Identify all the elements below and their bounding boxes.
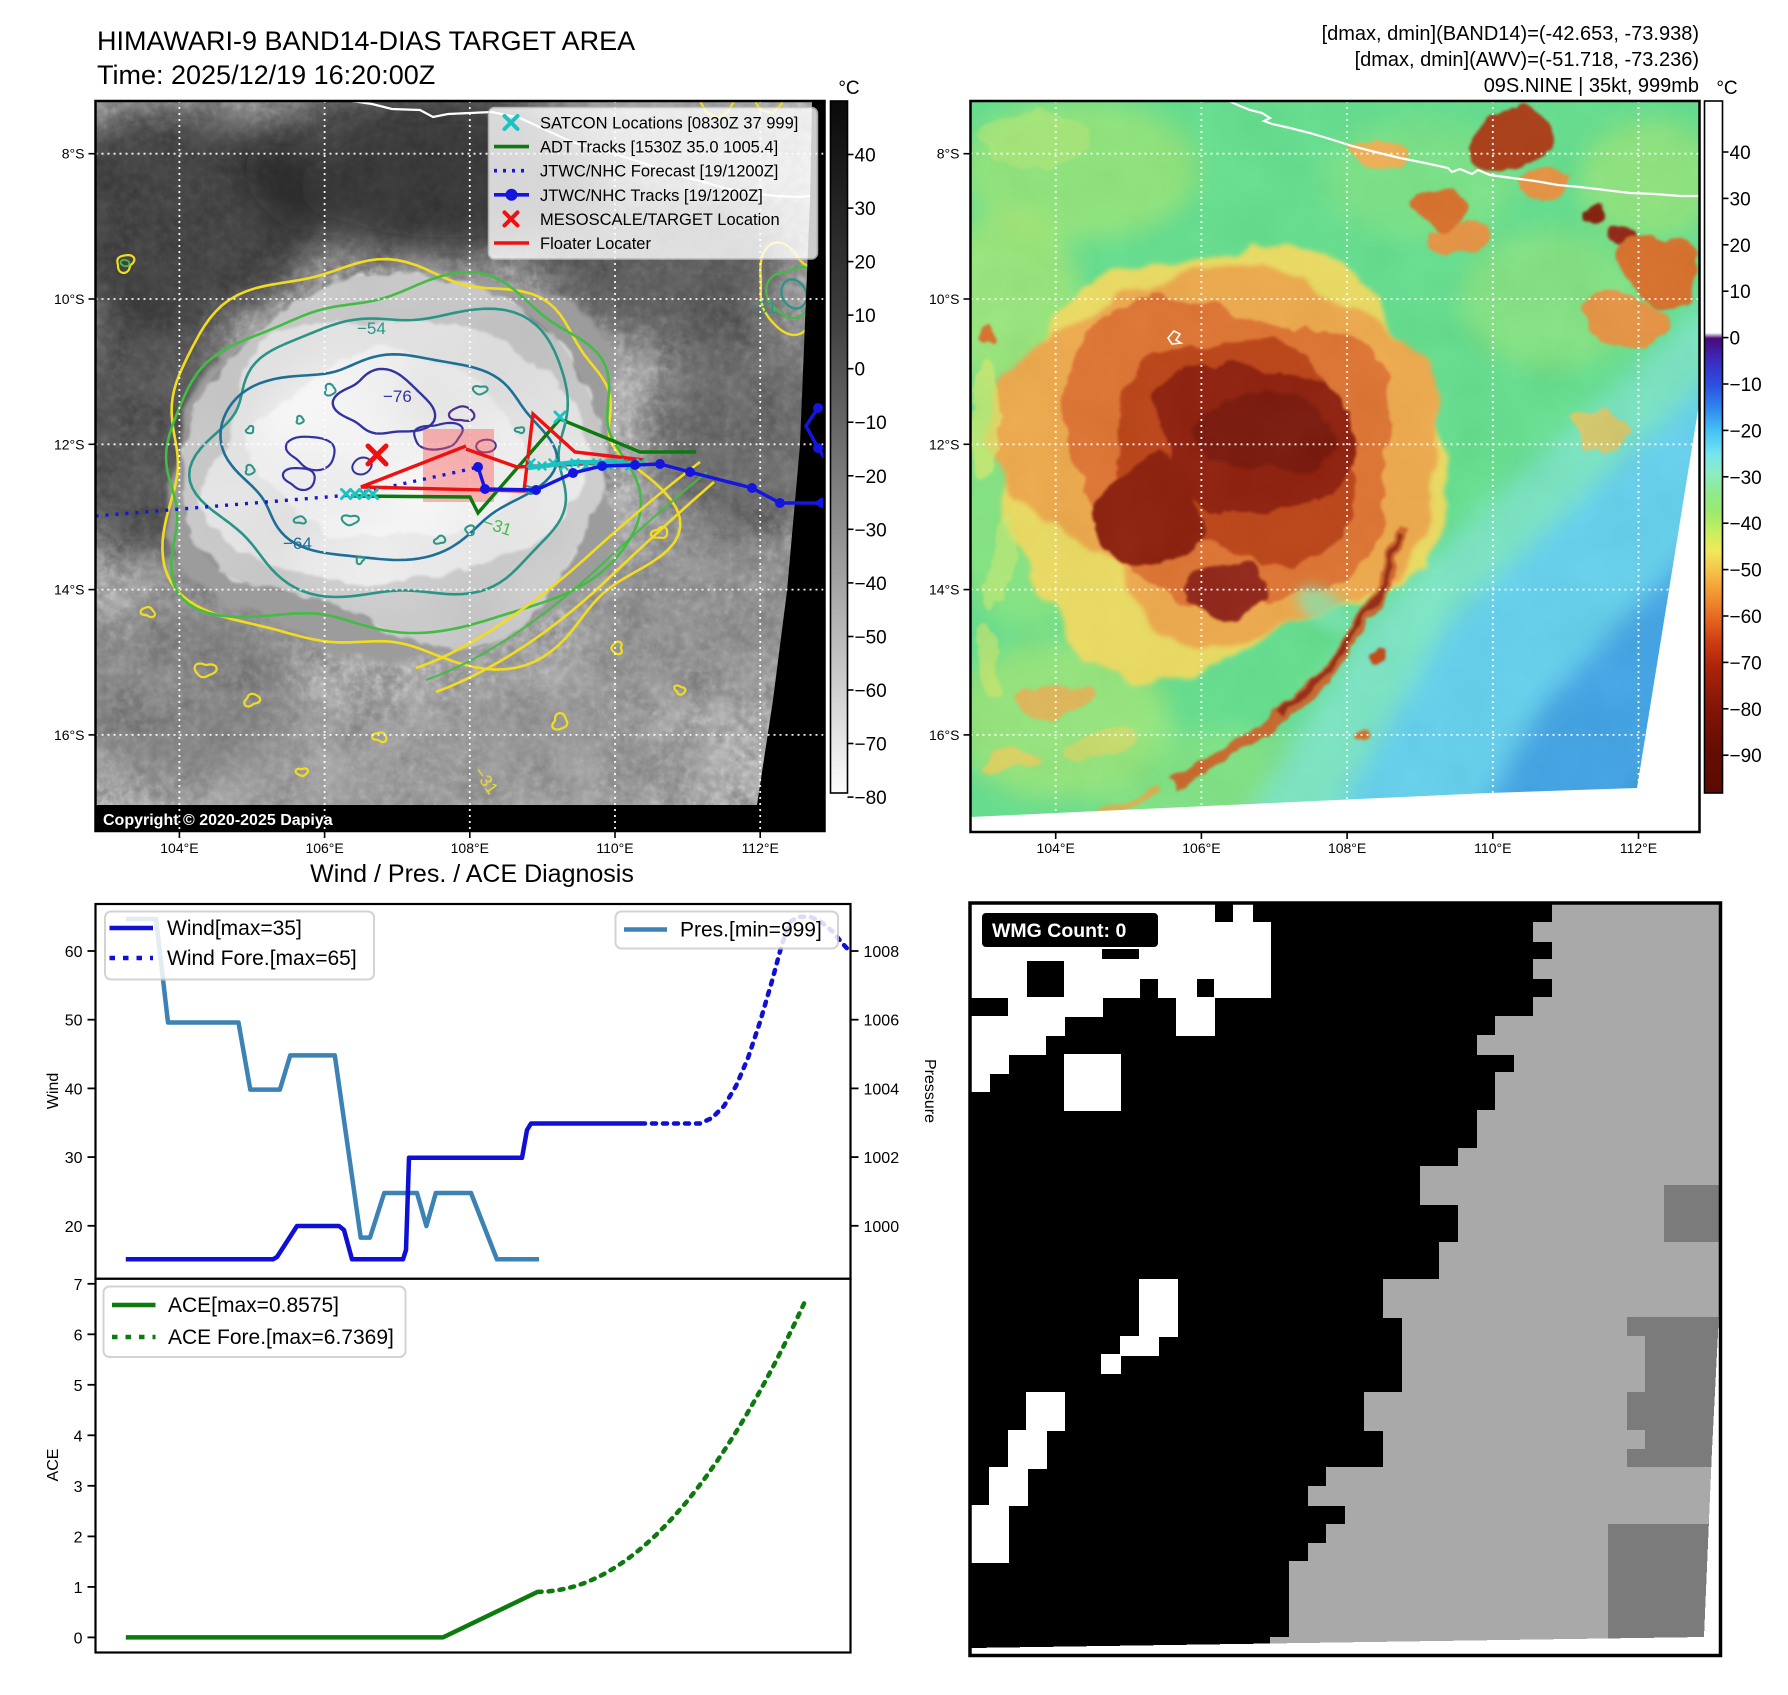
- svg-text:106°E: 106°E: [305, 840, 343, 856]
- svg-text:−70: −70: [1730, 653, 1762, 674]
- svg-text:20: 20: [65, 1219, 83, 1236]
- svg-text:1: 1: [74, 1580, 83, 1597]
- svg-text:60: 60: [65, 944, 83, 961]
- svg-text:ACE: ACE: [45, 1449, 62, 1482]
- svg-text:−10: −10: [855, 413, 887, 434]
- svg-text:Copyright © 2020-2025 Dapiya: Copyright © 2020-2025 Dapiya: [103, 812, 333, 829]
- svg-text:1008: 1008: [864, 944, 900, 961]
- svg-text:1002: 1002: [864, 1150, 900, 1167]
- svg-text:JTWC/NHC Tracks [19/1200Z]: JTWC/NHC Tracks [19/1200Z]: [540, 187, 763, 205]
- svg-text:[dmax, dmin](BAND14)=(-42.653,: [dmax, dmin](BAND14)=(-42.653, -73.938): [1322, 23, 1699, 45]
- svg-text:Wind[max=35]: Wind[max=35]: [167, 917, 302, 940]
- svg-text:108°E: 108°E: [451, 840, 489, 856]
- svg-text:SATCON Locations [0830Z 37 999: SATCON Locations [0830Z 37 999]: [540, 115, 798, 133]
- svg-text:−30: −30: [855, 520, 887, 541]
- svg-text:−60: −60: [1730, 607, 1762, 628]
- svg-text:30: 30: [855, 199, 876, 220]
- svg-text:ADT Tracks [1530Z 35.0 1005.4]: ADT Tracks [1530Z 35.0 1005.4]: [540, 139, 778, 157]
- svg-text:ACE Fore.[max=6.7369]: ACE Fore.[max=6.7369]: [168, 1326, 394, 1349]
- svg-text:0: 0: [1730, 329, 1741, 350]
- svg-text:0: 0: [855, 360, 866, 381]
- svg-text:Time: 2025/12/19 16:20:00Z: Time: 2025/12/19 16:20:00Z: [97, 60, 435, 90]
- svg-text:[dmax, dmin](AWV)=(-51.718, -7: [dmax, dmin](AWV)=(-51.718, -73.236): [1355, 49, 1699, 71]
- svg-text:−10: −10: [1730, 375, 1762, 396]
- svg-text:1004: 1004: [864, 1081, 900, 1098]
- svg-text:7: 7: [74, 1277, 83, 1294]
- svg-text:1006: 1006: [864, 1013, 900, 1030]
- svg-text:−64: −64: [283, 534, 312, 553]
- svg-text:110°E: 110°E: [1474, 840, 1511, 856]
- svg-text:Wind: Wind: [45, 1073, 62, 1109]
- svg-text:6: 6: [74, 1327, 83, 1344]
- svg-text:JTWC/NHC Forecast [19/1200Z]: JTWC/NHC Forecast [19/1200Z]: [540, 163, 778, 181]
- svg-text:−31: −31: [748, 298, 777, 317]
- svg-text:8°S: 8°S: [937, 146, 960, 162]
- svg-text:HIMAWARI-9 BAND14-DIAS TARGET: HIMAWARI-9 BAND14-DIAS TARGET AREA: [97, 26, 635, 56]
- svg-text:10°S: 10°S: [929, 291, 960, 307]
- svg-text:Pressure: Pressure: [921, 1059, 938, 1123]
- svg-text:−70: −70: [855, 735, 887, 756]
- svg-text:40: 40: [65, 1081, 83, 1098]
- svg-text:12°S: 12°S: [54, 436, 85, 452]
- svg-text:14°S: 14°S: [929, 582, 960, 598]
- svg-text:106°E: 106°E: [1182, 840, 1220, 856]
- svg-text:°C: °C: [838, 78, 859, 99]
- svg-text:20: 20: [855, 253, 876, 274]
- svg-text:20: 20: [1730, 236, 1751, 257]
- svg-text:10: 10: [855, 306, 876, 327]
- svg-text:−80: −80: [855, 788, 887, 809]
- svg-text:30: 30: [65, 1150, 83, 1167]
- svg-text:30: 30: [1730, 189, 1751, 210]
- svg-text:−40: −40: [855, 574, 887, 595]
- svg-text:WMG Count: 0: WMG Count: 0: [992, 920, 1126, 942]
- svg-text:−54: −54: [357, 319, 386, 338]
- svg-text:16°S: 16°S: [929, 727, 960, 743]
- svg-text:10°S: 10°S: [54, 291, 85, 307]
- svg-text:2: 2: [74, 1529, 83, 1546]
- svg-text:10: 10: [1730, 282, 1751, 303]
- svg-text:Wind Fore.[max=65]: Wind Fore.[max=65]: [167, 947, 357, 970]
- svg-text:09S.NINE | 35kt, 999mb: 09S.NINE | 35kt, 999mb: [1484, 75, 1699, 97]
- svg-text:40: 40: [855, 146, 876, 167]
- svg-text:5: 5: [74, 1378, 83, 1395]
- svg-text:−50: −50: [855, 628, 887, 649]
- svg-text:1000: 1000: [864, 1219, 900, 1236]
- svg-text:−76: −76: [383, 387, 412, 406]
- svg-text:ACE[max=0.8575]: ACE[max=0.8575]: [168, 1294, 339, 1317]
- svg-text:MESOSCALE/TARGET Location: MESOSCALE/TARGET Location: [540, 211, 780, 229]
- svg-text:40: 40: [1730, 143, 1751, 164]
- svg-text:0: 0: [74, 1630, 83, 1647]
- svg-text:3: 3: [74, 1479, 83, 1496]
- svg-text:14°S: 14°S: [54, 582, 85, 598]
- svg-text:−30: −30: [1730, 468, 1762, 489]
- svg-text:8°S: 8°S: [62, 146, 85, 162]
- svg-text:110°E: 110°E: [596, 840, 633, 856]
- svg-text:−50: −50: [1730, 561, 1762, 582]
- svg-text:12°S: 12°S: [929, 436, 960, 452]
- svg-text:16°S: 16°S: [54, 727, 85, 743]
- svg-text:104°E: 104°E: [160, 840, 198, 856]
- svg-text:−20: −20: [855, 467, 887, 488]
- svg-text:Wind / Pres. / ACE Diagnosis: Wind / Pres. / ACE Diagnosis: [310, 860, 634, 888]
- svg-text:4: 4: [74, 1428, 83, 1445]
- svg-text:−40: −40: [1730, 514, 1762, 535]
- svg-text:112°E: 112°E: [1620, 840, 1657, 856]
- svg-text:50: 50: [65, 1013, 83, 1030]
- svg-text:−60: −60: [855, 681, 887, 702]
- svg-text:112°E: 112°E: [742, 840, 779, 856]
- svg-text:°C: °C: [1716, 78, 1737, 99]
- svg-text:104°E: 104°E: [1037, 840, 1075, 856]
- svg-text:Floater Locater: Floater Locater: [540, 235, 651, 253]
- svg-text:−80: −80: [1730, 700, 1762, 721]
- svg-text:−20: −20: [1730, 421, 1762, 442]
- svg-text:108°E: 108°E: [1328, 840, 1366, 856]
- svg-text:Pres.[min=999]: Pres.[min=999]: [680, 919, 822, 942]
- svg-text:−90: −90: [1730, 746, 1762, 767]
